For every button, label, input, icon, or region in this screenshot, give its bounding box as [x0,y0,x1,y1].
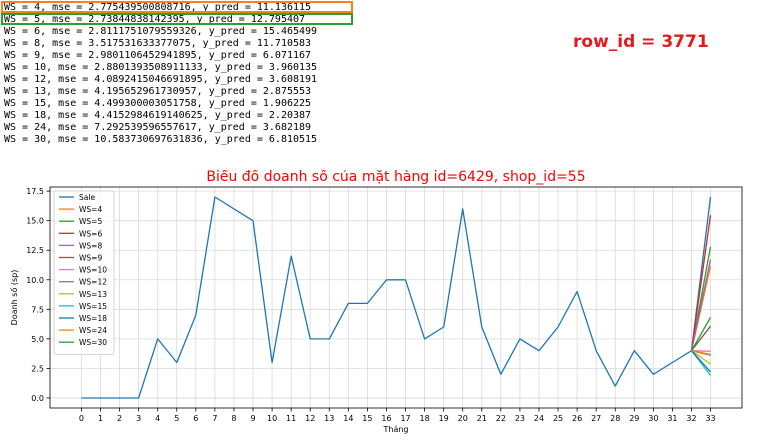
highlight-box [1,13,353,25]
output-log: WS = 4, mse = 2.775439500808716, y_pred … [1,1,353,146]
series-line-sale [81,196,712,399]
series-line-ws-13 [691,350,711,365]
y-tick-label: 17.5 [26,187,44,196]
y-tick-label: 0.0 [31,394,44,403]
legend-label: WS=4 [79,205,102,214]
plot-frame [49,186,743,409]
x-tick-label: 30 [648,414,658,423]
x-tick-label: 8 [231,414,236,423]
legend-label: WS=12 [79,278,107,287]
log-line-text: WS = 13, mse = 4.195652961730957, y_pred… [4,86,312,97]
x-tick-label: 15 [362,414,372,423]
log-line: WS = 4, mse = 2.775439500808716, y_pred … [1,1,353,14]
log-line: WS = 13, mse = 4.195652961730957, y_pred… [4,86,317,98]
y-tick-label: 2.5 [31,364,44,373]
x-tick-label: 19 [439,414,449,423]
series-line-ws-24 [691,350,711,356]
log-line-text: WS = 12, mse = 4.0892415046691895, y_pre… [4,74,318,85]
x-tick-label: 6 [193,414,198,423]
x-tick-label: 5 [174,414,179,423]
x-tick-label: 26 [572,414,582,423]
log-line: WS = 6, mse = 2.8111751079559326, y_pred… [4,26,317,38]
series-line-ws-30 [690,317,712,352]
x-tick-label: 27 [591,414,601,423]
legend-label: WS=15 [79,302,107,311]
x-tick-label: 32 [686,414,696,423]
log-line-text: WS = 8, mse = 3.517531633377075, y_pred … [4,38,312,49]
legend-label: WS=5 [79,217,102,226]
row-id-label: row_id = 3771 [573,32,709,52]
log-line: WS = 15, mse = 4.499300003051758, y_pred… [4,98,317,110]
legend-label: WS=6 [79,229,102,238]
log-line: WS = 24, mse = 7.292539596557617, y_pred… [4,122,317,134]
legend-label: WS=18 [79,314,107,323]
x-tick-label: 10 [267,414,277,423]
x-tick-label: 9 [250,414,255,423]
highlight-box [1,1,353,13]
log-line-text: WS = 9, mse = 2.9801106452941895, y_pred… [4,50,312,61]
legend-label: WS=8 [79,241,102,250]
legend-label: WS=9 [79,254,102,263]
legend-label: Sale [79,193,95,202]
x-tick-label: 24 [534,414,544,423]
x-tick-label: 29 [629,414,639,423]
log-line-text: WS = 10, mse = 2.8801393508911133, y_pre… [4,62,318,73]
x-tick-label: 7 [212,414,217,423]
log-line-text: WS = 6, mse = 2.8111751079559326, y_pred… [4,26,318,37]
sales-chart: Biểu đồ doanh số của mặt hàng id=6429, s… [9,170,743,434]
chart-title: Biểu đồ doanh số của mặt hàng id=6429, s… [206,170,585,185]
series-line-ws-6 [690,215,712,351]
x-tick-label: 0 [79,414,84,423]
log-line: WS = 12, mse = 4.0892415046691895, y_pre… [4,74,317,86]
x-tick-label: 11 [286,414,296,423]
log-line-text: WS = 5, mse = 2.73844838142395, y_pred =… [4,14,306,25]
series-line-ws-8 [690,259,712,351]
legend-box [53,190,115,355]
legend-label: WS=10 [79,266,107,275]
y-tick-label: 12.5 [26,246,44,255]
log-line-text: WS = 15, mse = 4.499300003051758, y_pred… [4,98,312,109]
y-tick-label: 5.0 [31,335,44,344]
log-line: WS = 8, mse = 3.517531633377075, y_pred … [4,38,317,50]
legend-label: WS=13 [79,290,107,299]
x-tick-label: 22 [496,414,506,423]
legend-label: WS=24 [79,326,107,335]
x-tick-label: 31 [667,414,677,423]
x-tick-label: 3 [136,414,141,423]
x-tick-label: 18 [420,414,430,423]
x-tick-label: 17 [400,414,410,423]
y-tick-label: 15.0 [26,217,44,226]
y-axis-label: Doanh số (sp) [9,270,19,326]
y-tick-label: 7.5 [31,305,44,314]
log-line: WS = 9, mse = 2.9801106452941895, y_pred… [4,50,317,62]
x-tick-label: 20 [458,414,468,423]
y-tick-label: 10.0 [26,276,44,285]
log-line: WS = 30, mse = 10.583730697631836, y_pre… [4,134,317,146]
log-line-text: WS = 4, mse = 2.775439500808716, y_pred … [4,2,312,13]
x-tick-label: 33 [705,414,715,423]
log-line: WS = 18, mse = 4.4152984619140625, y_pre… [4,110,317,122]
x-tick-label: 23 [515,414,525,423]
series-line-ws-9 [690,325,712,352]
log-line: WS = 10, mse = 2.8801393508911133, y_pre… [4,62,317,74]
x-tick-label: 13 [324,414,334,423]
x-tick-label: 14 [343,414,353,423]
x-tick-label: 28 [610,414,620,423]
x-tick-label: 2 [117,414,122,423]
log-line-text: WS = 24, mse = 7.292539596557617, y_pred… [4,122,312,133]
log-line: WS = 5, mse = 2.73844838142395, y_pred =… [1,13,353,26]
x-tick-label: 1 [98,414,103,423]
x-tick-label: 21 [477,414,487,423]
x-tick-label: 16 [381,414,391,423]
x-tick-label: 4 [155,414,160,423]
x-tick-label: 25 [553,414,563,423]
log-line-text: WS = 30, mse = 10.583730697631836, y_pre… [4,134,318,145]
x-tick-label: 12 [305,414,315,423]
log-line-text: WS = 18, mse = 4.4152984619140625, y_pre… [4,110,312,121]
series-line-ws-18 [691,350,711,373]
legend-label: WS=30 [79,338,107,347]
x-axis-label: Tháng [382,425,408,434]
